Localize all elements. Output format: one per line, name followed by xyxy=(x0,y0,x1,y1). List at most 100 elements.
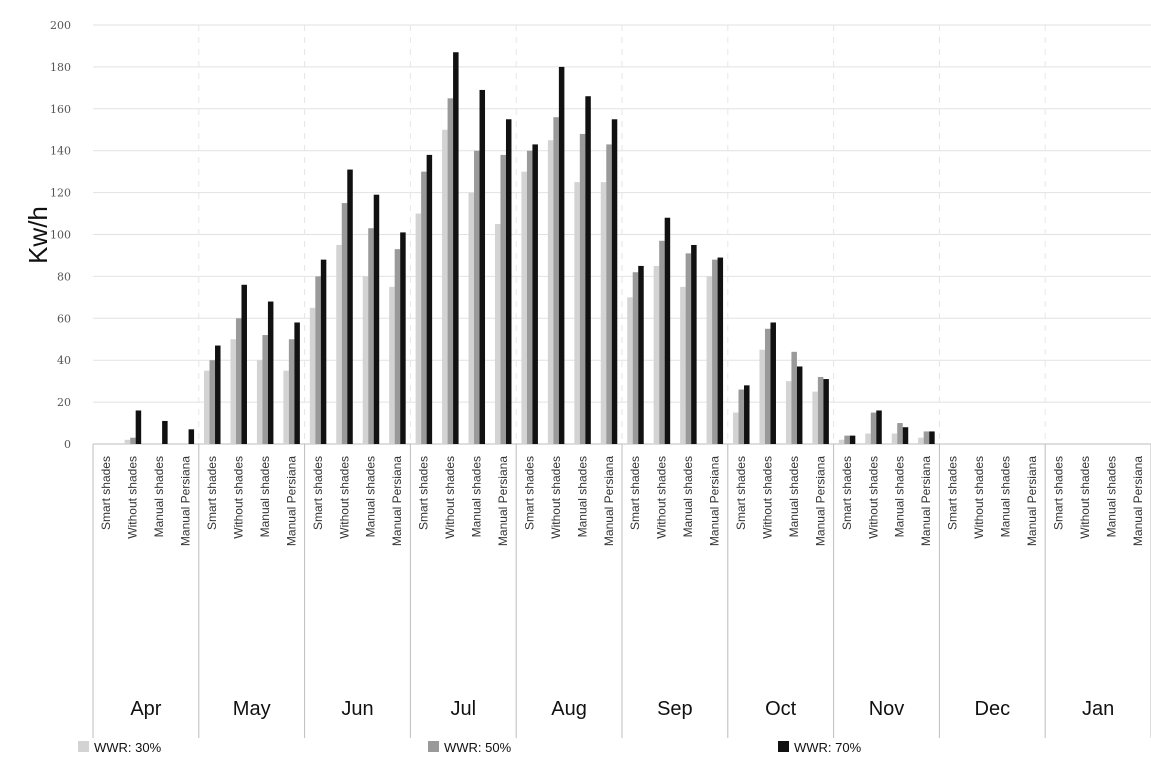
month-label: Jan xyxy=(1082,698,1114,720)
legend-label: WWR: 50% xyxy=(444,740,512,755)
y-tick-label: 40 xyxy=(57,354,71,367)
bar xyxy=(442,129,448,444)
bar xyxy=(759,349,765,444)
bar xyxy=(706,276,713,444)
bar xyxy=(785,381,792,444)
bar xyxy=(188,429,195,444)
bar xyxy=(320,259,327,444)
legend-swatch xyxy=(778,741,789,752)
category-label: Without shades xyxy=(760,456,774,539)
bar xyxy=(770,322,776,444)
category-label: Manual shades xyxy=(575,456,589,537)
category-label: Without shades xyxy=(549,456,563,539)
category-label: Smart shades xyxy=(734,456,748,530)
bar xyxy=(130,437,136,444)
bar xyxy=(474,150,480,444)
bar xyxy=(521,171,527,444)
category-label: Manual Persiana xyxy=(1131,456,1145,546)
bar xyxy=(373,194,380,444)
category-label: Smart shades xyxy=(417,456,431,530)
bar xyxy=(838,439,845,444)
y-tick-label: 80 xyxy=(57,270,71,283)
bar xyxy=(230,339,236,444)
bar xyxy=(579,133,586,444)
month-label: Nov xyxy=(869,698,905,720)
bar xyxy=(929,431,935,444)
bar xyxy=(453,52,459,445)
category-label: Manual shades xyxy=(681,456,695,537)
bar xyxy=(209,360,216,444)
bar xyxy=(897,423,903,444)
month-label: Oct xyxy=(765,698,797,720)
legend-swatch xyxy=(78,741,89,752)
category-label: Smart shades xyxy=(1051,456,1065,530)
legend-swatch xyxy=(428,741,439,752)
category-label: Manual Persiana xyxy=(813,456,827,546)
bar xyxy=(817,376,824,444)
y-tick-label: 120 xyxy=(50,187,71,200)
bar xyxy=(421,171,427,444)
category-label: Smart shades xyxy=(205,456,219,530)
category-label: Manual shades xyxy=(364,456,378,537)
bars-layer xyxy=(124,52,935,445)
y-tick-label: 0 xyxy=(64,438,71,451)
labels-layer: 0 20 40 60 80 100 120 140 160 180 200 Smart shades W… xyxy=(50,19,1145,720)
month-label: Apr xyxy=(130,698,161,720)
bar xyxy=(267,301,274,444)
bar xyxy=(744,385,750,444)
month-label: Aug xyxy=(551,698,587,720)
bar xyxy=(494,224,501,444)
legend-label: WWR: 70% xyxy=(794,740,862,755)
category-label: Manual shades xyxy=(470,456,484,537)
bar xyxy=(870,412,877,444)
bar xyxy=(468,192,475,444)
bar xyxy=(532,144,538,445)
category-label: Without shades xyxy=(655,456,669,539)
bar xyxy=(796,366,803,444)
month-label: Jul xyxy=(451,698,477,720)
bar xyxy=(891,433,898,444)
bar xyxy=(426,154,433,444)
bar xyxy=(600,182,607,444)
category-label: Smart shades xyxy=(311,456,325,530)
category-label: Manual Persiana xyxy=(708,456,722,546)
y-axis-label: Kw/h xyxy=(23,206,53,264)
bar xyxy=(347,169,353,444)
bar xyxy=(500,154,506,444)
bar xyxy=(547,140,554,444)
category-label: Manual Persiana xyxy=(496,456,510,546)
bar xyxy=(235,318,242,444)
category-label: Manual shades xyxy=(258,456,272,537)
category-label: Manual Persiana xyxy=(1025,456,1039,546)
bar xyxy=(124,439,131,444)
bar xyxy=(918,437,924,444)
category-label: Manual Persiana xyxy=(284,456,298,546)
bar xyxy=(315,276,321,444)
category-label: Manual shades xyxy=(1104,456,1118,537)
bar xyxy=(812,391,818,444)
bar xyxy=(309,307,316,444)
bar xyxy=(585,96,591,444)
category-label: Without shades xyxy=(337,456,351,539)
bar xyxy=(288,339,295,444)
bar xyxy=(680,286,686,444)
category-label: Smart shades xyxy=(99,456,113,530)
bar xyxy=(162,420,168,444)
bar xyxy=(447,98,454,444)
bar xyxy=(389,286,395,444)
category-label: Without shades xyxy=(972,456,986,539)
bar xyxy=(362,276,369,444)
month-label: Sep xyxy=(657,698,693,720)
y-tick-label: 160 xyxy=(50,103,71,116)
y-tick-label: 100 xyxy=(50,229,71,242)
y-tick-label: 200 xyxy=(50,19,71,32)
bar xyxy=(923,431,930,444)
bar xyxy=(823,379,829,444)
category-label: Smart shades xyxy=(522,456,536,530)
bar xyxy=(664,217,671,444)
bar xyxy=(262,335,268,444)
category-label: Manual Persiana xyxy=(179,456,193,546)
bar xyxy=(659,240,665,444)
bar xyxy=(415,213,422,444)
bar xyxy=(526,150,533,444)
